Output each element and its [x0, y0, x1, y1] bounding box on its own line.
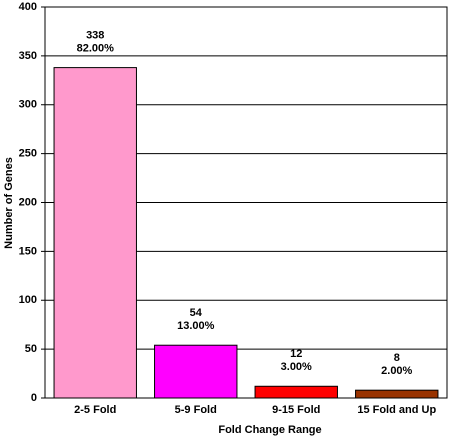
y-tick-label: 150: [19, 245, 37, 257]
bar: [355, 389, 439, 399]
percent-label: 82.00%: [77, 43, 115, 55]
bar: [53, 67, 137, 399]
y-tick-label: 200: [19, 196, 37, 208]
x-axis-label: Fold Change Range: [218, 424, 321, 436]
y-tick-label: 100: [19, 294, 37, 306]
y-tick-label: 50: [25, 343, 37, 355]
x-tick-label: 5-9 Fold: [175, 404, 217, 416]
bar: [154, 344, 238, 399]
y-tick-label: 0: [31, 392, 37, 404]
x-tick-label: 15 Fold and Up: [357, 404, 436, 416]
y-tick-label: 250: [19, 148, 37, 160]
percent-label: 13.00%: [177, 320, 215, 332]
x-tick-label: 2-5 Fold: [74, 404, 116, 416]
y-tick-label: 300: [19, 99, 37, 111]
y-axis-label: Number of Genes: [3, 157, 15, 249]
y-tick-label: 400: [19, 1, 37, 13]
y-tick-label: 350: [19, 50, 37, 62]
percent-label: 3.00%: [281, 361, 312, 373]
x-tick-label: 9-15 Fold: [272, 404, 320, 416]
data-label: 8: [394, 352, 400, 364]
bar: [254, 385, 338, 399]
percent-label: 2.00%: [381, 365, 412, 377]
data-label: 12: [290, 348, 302, 360]
data-label: 338: [86, 30, 104, 42]
data-label: 54: [190, 307, 203, 319]
